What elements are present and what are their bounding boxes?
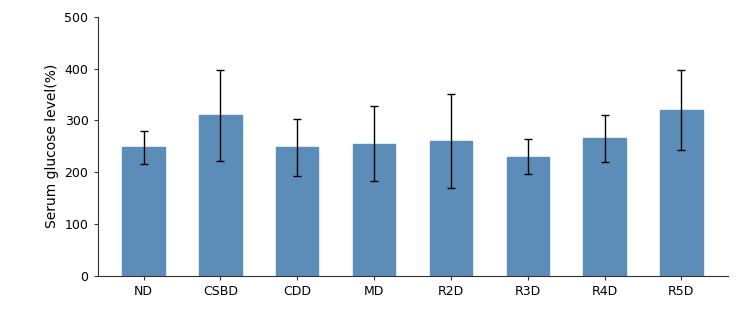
Bar — [276, 147, 319, 276]
Bar — [122, 147, 165, 276]
Bar — [353, 143, 395, 276]
Bar — [660, 110, 703, 276]
Bar — [430, 141, 472, 276]
Bar — [584, 138, 626, 276]
Y-axis label: Serum glucose level(%): Serum glucose level(%) — [45, 64, 59, 228]
Bar — [200, 115, 242, 276]
Bar — [506, 157, 549, 276]
